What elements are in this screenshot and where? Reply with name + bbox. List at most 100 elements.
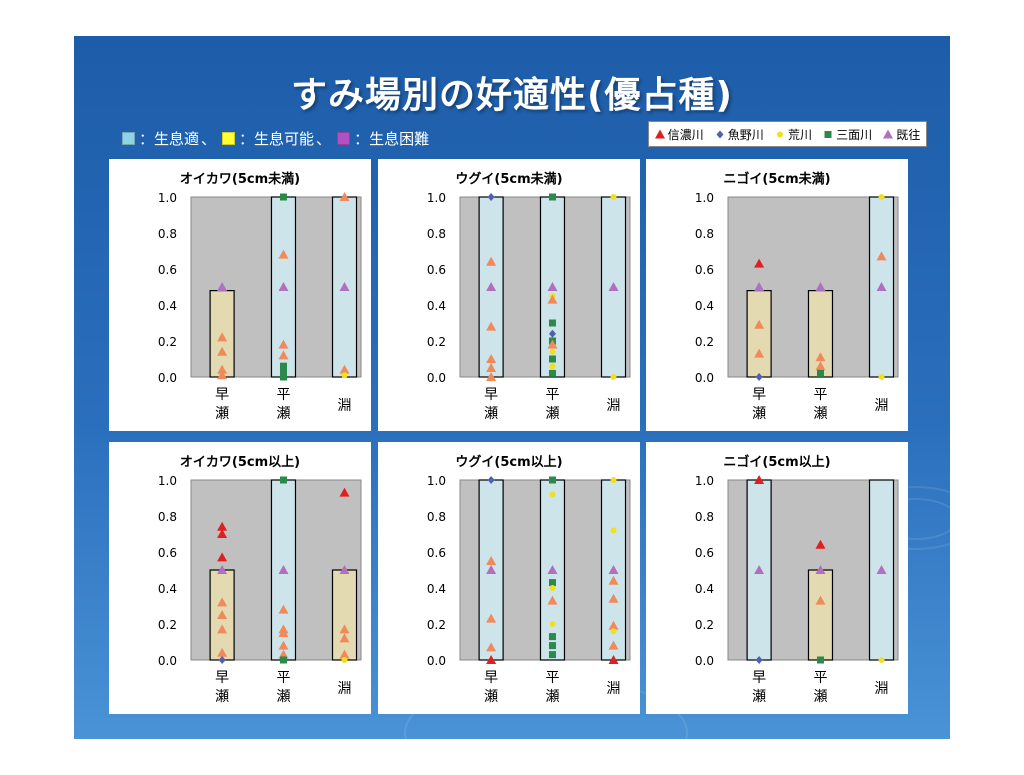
series-legend-item: 三面川 xyxy=(823,126,872,143)
y-tick-label: 1.0 xyxy=(158,191,177,205)
data-point xyxy=(486,556,497,565)
suitability-swatch xyxy=(222,132,236,145)
data-point xyxy=(608,640,619,650)
series-legend-label: 三面川 xyxy=(836,127,873,142)
data-point xyxy=(610,628,617,635)
data-point xyxy=(754,565,765,574)
chart-svg: オイカワ(5cm以上)0.00.20.40.60.81.0早瀬平瀬淵 xyxy=(158,455,362,705)
y-tick-label: 0.2 xyxy=(695,335,714,349)
legend-separator: 、 xyxy=(316,130,332,148)
x-tick-label: 淵 xyxy=(875,398,889,414)
x-tick-label: 早 xyxy=(484,387,498,403)
data-point xyxy=(339,487,350,497)
data-point xyxy=(608,282,619,291)
chart-title: オイカワ(5cm未満) xyxy=(180,171,300,187)
data-point xyxy=(339,624,350,634)
suitability-label: ：生息適 xyxy=(139,130,200,148)
data-point xyxy=(610,527,617,534)
data-point xyxy=(217,346,228,356)
y-tick-label: 0.4 xyxy=(158,582,177,596)
data-point xyxy=(547,339,558,349)
y-tick-label: 0.0 xyxy=(695,371,714,385)
x-tick-label: 早 xyxy=(752,387,766,403)
data-point xyxy=(549,363,556,370)
data-point xyxy=(279,193,287,201)
y-tick-label: 0.4 xyxy=(695,582,714,596)
data-point xyxy=(755,656,763,664)
data-point xyxy=(486,354,497,363)
slide-title: すみ場別の好適性(優占種) xyxy=(291,75,733,116)
y-tick-label: 0.8 xyxy=(427,227,446,241)
data-point xyxy=(279,656,287,664)
chart-title: オイカワ(5cm以上) xyxy=(180,455,300,470)
series-legend-item: 既往 xyxy=(883,126,920,143)
data-point xyxy=(217,529,228,538)
data-point xyxy=(487,476,495,484)
data-point xyxy=(878,374,885,380)
suitability-label: ：生息困難 xyxy=(354,130,430,148)
habitat-box xyxy=(539,479,566,661)
y-tick-label: 0.6 xyxy=(427,546,446,560)
x-tick-label: 平 xyxy=(545,387,559,403)
data-point xyxy=(486,321,497,331)
data-point xyxy=(755,373,763,381)
chart-title: ニゴイ(5cm未満) xyxy=(723,171,830,187)
y-tick-label: 0.6 xyxy=(695,546,714,560)
y-tick-label: 0.6 xyxy=(695,263,714,277)
legend-marker-shape xyxy=(824,131,832,138)
legend-marker xyxy=(776,131,783,138)
data-point xyxy=(217,282,228,291)
data-point xyxy=(339,192,350,201)
x-tick-label: 淵 xyxy=(338,681,352,697)
chart-panel-6: ニゴイ(5cm以上) 0.0 0.2 0.4 0.6 0.8 1.0 早瀬平瀬淵 xyxy=(646,442,908,714)
data-point xyxy=(218,656,226,664)
data-point xyxy=(754,319,765,329)
legend-marker-shape xyxy=(716,130,724,139)
y-tick-label: 0.8 xyxy=(158,227,177,241)
chart-title: ウグイ(5cm未満) xyxy=(455,171,562,187)
data-point xyxy=(548,651,556,659)
x-tick-label: 瀬 xyxy=(813,406,827,422)
data-point xyxy=(608,655,619,664)
data-point xyxy=(217,610,228,619)
chart-panel-5: ウグイ(5cm以上) 0.0 0.2 0.4 0.6 0.8 1.0 早瀬平瀬淵 xyxy=(378,442,640,714)
y-tick-label: 1.0 xyxy=(427,474,446,488)
series-legend-label: 既往 xyxy=(896,127,921,142)
data-point xyxy=(279,368,287,376)
data-point xyxy=(878,194,885,200)
data-point xyxy=(547,282,558,291)
y-tick-label: 0.0 xyxy=(695,654,714,668)
y-tick-label: 0.8 xyxy=(158,510,177,524)
y-tick-label: 1.0 xyxy=(158,474,177,488)
x-tick-label: 早 xyxy=(215,670,229,686)
x-tick-label: 平 xyxy=(545,670,559,686)
data-point xyxy=(339,649,350,659)
data-point xyxy=(278,282,289,291)
slide: すみ場別の好適性(優占種) ：生息適、：生息可能、：生息困難 信濃川 魚野川 荒川三… xyxy=(74,36,950,739)
series-legend-item: 魚野川 xyxy=(715,126,764,143)
data-point xyxy=(486,256,497,266)
data-point xyxy=(548,633,556,641)
data-point xyxy=(279,476,287,484)
legend-marker xyxy=(654,129,665,139)
data-point xyxy=(217,597,228,607)
data-point xyxy=(815,539,826,549)
y-tick-label: 0.2 xyxy=(427,618,446,632)
data-point xyxy=(548,355,556,363)
x-tick-label: 瀬 xyxy=(484,689,498,705)
y-tick-label: 0.2 xyxy=(695,618,714,632)
data-point xyxy=(610,194,617,200)
data-point xyxy=(754,475,765,484)
data-point xyxy=(548,193,556,201)
x-tick-label: 淵 xyxy=(607,681,621,697)
y-tick-label: 0.0 xyxy=(427,654,446,668)
x-tick-label: 平 xyxy=(276,387,290,403)
data-point xyxy=(217,647,228,657)
data-point xyxy=(486,613,497,623)
y-tick-label: 1.0 xyxy=(427,191,446,205)
data-point xyxy=(754,348,765,358)
data-point xyxy=(549,491,556,498)
y-tick-label: 1.0 xyxy=(695,474,714,488)
data-point xyxy=(339,364,350,374)
data-point xyxy=(341,657,348,663)
